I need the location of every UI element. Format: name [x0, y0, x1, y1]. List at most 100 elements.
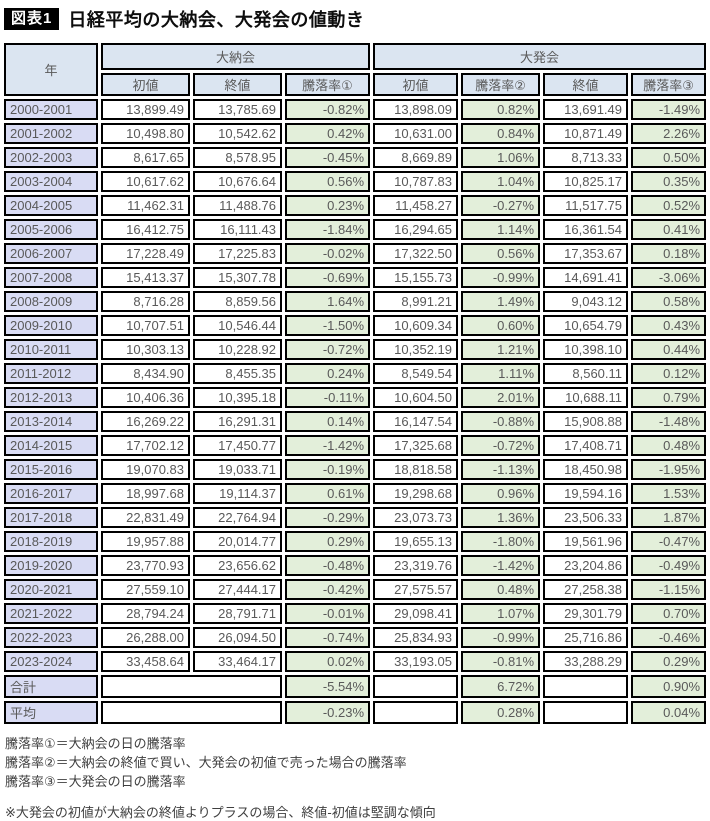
rate-cell: -0.29%	[285, 507, 371, 528]
value-cell: 26,288.00	[101, 627, 190, 648]
rate-cell: 0.56%	[461, 243, 541, 264]
value-cell: 8,716.28	[101, 291, 190, 312]
value-cell: 11,517.75	[543, 195, 629, 216]
table-row: 2020-2021 27,559.10 27,444.17 -0.42% 27,575.…	[4, 579, 707, 600]
value-cell: 17,228.49	[101, 243, 190, 264]
value-cell: 19,070.83	[101, 459, 190, 480]
value-cell: 10,787.83	[373, 171, 459, 192]
year-cell: 2023-2024	[4, 651, 98, 672]
year-cell: 2012-2013	[4, 387, 98, 408]
rate-cell: 0.29%	[285, 531, 371, 552]
value-cell: 17,702.12	[101, 435, 190, 456]
year-cell: 2013-2014	[4, 411, 98, 432]
rate-cell: 1.49%	[461, 291, 541, 312]
value-cell: 15,155.73	[373, 267, 459, 288]
year-cell: 2019-2020	[4, 555, 98, 576]
note-line-2: 騰落率②＝大納会の終値で買い、大発会の初値で売った場合の騰落率	[5, 755, 407, 770]
table-row: 2014-2015 17,702.12 17,450.77 -1.42% 17,325.…	[4, 435, 707, 456]
year-cell: 2010-2011	[4, 339, 98, 360]
rate-cell: 0.14%	[285, 411, 371, 432]
value-cell: 8,455.35	[193, 363, 282, 384]
value-cell: 10,617.62	[101, 171, 190, 192]
value-cell: 19,957.88	[101, 531, 190, 552]
year-cell: 2020-2021	[4, 579, 98, 600]
rate-cell: 0.28%	[461, 701, 541, 724]
rate-cell: 1.64%	[285, 291, 371, 312]
value-cell: 19,114.37	[193, 483, 282, 504]
year-cell: 2017-2018	[4, 507, 98, 528]
rate-cell: -5.54%	[285, 675, 371, 698]
rate-cell: -0.99%	[461, 627, 541, 648]
table-row: 2013-2014 16,269.22 16,291.31 0.14% 16,147.5…	[4, 411, 707, 432]
rate-cell: 0.56%	[285, 171, 371, 192]
note-line-1: 騰落率①＝大納会の日の騰落率	[5, 736, 186, 751]
rate-cell: 0.12%	[631, 363, 707, 384]
value-cell: 28,791.71	[193, 603, 282, 624]
rate-cell: -1.84%	[285, 219, 371, 240]
rate-cell: -0.47%	[631, 531, 707, 552]
value-cell: 19,298.68	[373, 483, 459, 504]
value-cell: 19,033.71	[193, 459, 282, 480]
value-cell: 23,506.33	[543, 507, 629, 528]
blank-cell	[101, 675, 282, 698]
value-cell: 15,413.37	[101, 267, 190, 288]
rate-cell: -0.69%	[285, 267, 371, 288]
year-cell: 2022-2023	[4, 627, 98, 648]
value-cell: 18,450.98	[543, 459, 629, 480]
value-cell: 33,288.29	[543, 651, 629, 672]
table-row: 2006-2007 17,228.49 17,225.83 -0.02% 17,322.…	[4, 243, 707, 264]
value-cell: 10,654.79	[543, 315, 629, 336]
value-cell: 27,444.17	[193, 579, 282, 600]
rate-cell: -0.74%	[285, 627, 371, 648]
group-header-dainokai: 大納会	[101, 43, 371, 70]
value-cell: 10,398.10	[543, 339, 629, 360]
rate-cell: -0.88%	[461, 411, 541, 432]
blank-cell	[543, 675, 629, 698]
rate-cell: -0.19%	[285, 459, 371, 480]
value-cell: 8,549.54	[373, 363, 459, 384]
value-cell: 22,831.49	[101, 507, 190, 528]
blank-cell	[373, 675, 459, 698]
table-row: 2010-2011 10,303.13 10,228.92 -0.72% 10,352.…	[4, 339, 707, 360]
rate-cell: 0.42%	[285, 123, 371, 144]
summary-label-cell: 平均	[4, 701, 98, 724]
value-cell: 19,561.96	[543, 531, 629, 552]
year-cell: 2003-2004	[4, 171, 98, 192]
value-cell: 11,488.76	[193, 195, 282, 216]
value-cell: 23,656.62	[193, 555, 282, 576]
subheader-open2: 初値	[373, 73, 459, 96]
table-row: 2003-2004 10,617.62 10,676.64 0.56% 10,787.8…	[4, 171, 707, 192]
value-cell: 23,319.76	[373, 555, 459, 576]
value-cell: 33,464.17	[193, 651, 282, 672]
rate-cell: -0.81%	[461, 651, 541, 672]
value-cell: 8,617.65	[101, 147, 190, 168]
rate-cell: 0.61%	[285, 483, 371, 504]
nikkei-table: 年 大納会 大発会 初値 終値 騰落率① 初値 騰落率② 終値 騰落率③ 200…	[1, 40, 710, 727]
value-cell: 16,294.65	[373, 219, 459, 240]
rate-cell: -0.27%	[461, 195, 541, 216]
rate-cell: 0.60%	[461, 315, 541, 336]
year-cell: 2005-2006	[4, 219, 98, 240]
rate-cell: 0.18%	[631, 243, 707, 264]
rate-cell: 0.82%	[461, 99, 541, 120]
rate-cell: 1.11%	[461, 363, 541, 384]
year-cell: 2015-2016	[4, 459, 98, 480]
table-row: 2011-2012 8,434.90 8,455.35 0.24% 8,549.54 1.…	[4, 363, 707, 384]
year-cell: 2008-2009	[4, 291, 98, 312]
value-cell: 10,604.50	[373, 387, 459, 408]
rate-cell: 1.07%	[461, 603, 541, 624]
value-cell: 10,498.80	[101, 123, 190, 144]
table-row: 2002-2003 8,617.65 8,578.95 -0.45% 8,669.89 1…	[4, 147, 707, 168]
table-row: 2012-2013 10,406.36 10,395.18 -0.11% 10,604.…	[4, 387, 707, 408]
rate-cell: -0.72%	[285, 339, 371, 360]
value-cell: 8,859.56	[193, 291, 282, 312]
rate-cell: 1.14%	[461, 219, 541, 240]
subheader-close1: 終値	[193, 73, 282, 96]
value-cell: 11,458.27	[373, 195, 459, 216]
value-cell: 15,307.78	[193, 267, 282, 288]
value-cell: 28,794.24	[101, 603, 190, 624]
value-cell: 25,834.93	[373, 627, 459, 648]
value-cell: 10,676.64	[193, 171, 282, 192]
year-cell: 2002-2003	[4, 147, 98, 168]
rate-cell: 2.26%	[631, 123, 707, 144]
